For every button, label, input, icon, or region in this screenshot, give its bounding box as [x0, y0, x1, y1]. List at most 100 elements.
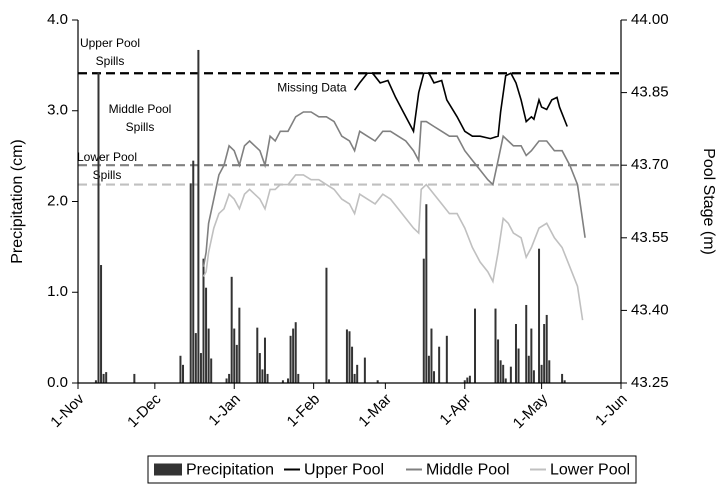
bar	[494, 308, 497, 383]
bar	[525, 304, 528, 383]
bar	[527, 355, 530, 383]
bar	[266, 373, 269, 383]
bar	[100, 265, 103, 383]
bar	[281, 380, 284, 383]
bar	[182, 364, 185, 383]
y2-axis-label: Pool Stage (m)	[700, 148, 717, 255]
bar	[197, 49, 200, 383]
y2-tick-label: 43.85	[631, 84, 669, 101]
bar	[328, 379, 331, 383]
bar	[225, 378, 228, 383]
y2-tick-label: 43.55	[631, 229, 669, 246]
reference-label: Spills	[96, 54, 125, 68]
bar	[514, 324, 517, 383]
bar	[199, 353, 202, 383]
reference-label: Lower Pool	[77, 150, 137, 164]
line	[202, 111, 586, 267]
bar	[258, 353, 261, 383]
bar	[97, 72, 100, 383]
bar	[351, 346, 354, 383]
bar	[263, 337, 266, 383]
bar	[289, 335, 292, 383]
bar	[474, 308, 477, 383]
bar	[194, 333, 197, 383]
reference-label: Spills	[126, 120, 155, 134]
legend-box	[147, 455, 637, 484]
bar	[530, 328, 533, 383]
y2-tick-label: 43.40	[631, 301, 669, 318]
bar	[356, 364, 359, 383]
bar	[94, 380, 97, 383]
bar	[433, 371, 436, 383]
bar	[504, 378, 507, 383]
x-tick-label: 1-Feb	[284, 391, 324, 431]
bar	[353, 373, 356, 383]
line	[353, 72, 568, 140]
bar	[102, 373, 105, 383]
bar	[345, 329, 348, 383]
y2-tick-label: 43.70	[631, 156, 669, 173]
bar	[466, 377, 469, 383]
bar	[517, 348, 520, 383]
bar	[445, 335, 448, 383]
bar	[499, 360, 502, 383]
reference-label: Spills	[93, 168, 122, 182]
bar	[297, 373, 300, 383]
bar	[202, 258, 205, 383]
bar	[235, 344, 238, 383]
legend-label: Precipitation	[186, 462, 274, 479]
bar	[238, 307, 241, 383]
bar	[189, 183, 192, 383]
y-tick-label: 3.0	[47, 102, 68, 119]
bar	[292, 328, 295, 383]
y-tick-label: 2.0	[47, 192, 68, 209]
bar	[538, 248, 541, 383]
legend-label: Upper Pool	[304, 462, 384, 479]
x-tick-label: 1-Dec	[124, 390, 165, 431]
x-tick-label: 1-Nov	[47, 390, 88, 431]
legend-label: Middle Pool	[426, 462, 510, 479]
bar	[430, 328, 433, 383]
y-axis-label: Precipitation (cm)	[9, 139, 26, 263]
y-tick-label: 1.0	[47, 283, 68, 300]
bar	[376, 380, 379, 383]
bar	[256, 327, 259, 383]
bar	[363, 357, 366, 383]
annotation: Missing Data	[277, 80, 347, 94]
legend-swatch	[154, 463, 182, 476]
bar	[261, 369, 264, 383]
line	[202, 174, 584, 321]
bar	[427, 355, 430, 383]
x-tick-label: 1-Jan	[205, 391, 244, 430]
bar	[502, 364, 505, 383]
bar	[497, 339, 500, 383]
y-tick-label: 4.0	[47, 11, 68, 28]
y2-tick-label: 44.00	[631, 11, 669, 28]
x-tick-label: 1-May	[510, 390, 552, 432]
bar	[230, 276, 233, 383]
bar	[463, 380, 466, 383]
bar	[233, 328, 236, 383]
bar	[105, 372, 108, 383]
bar	[348, 331, 351, 383]
bar	[133, 373, 136, 383]
x-tick-label: 1-Mar	[355, 391, 395, 431]
bar	[438, 346, 441, 383]
bar	[543, 324, 546, 383]
x-tick-label: 1-Jun	[592, 391, 631, 430]
y-tick-label: 0.0	[47, 374, 68, 391]
bar	[468, 375, 471, 383]
bar	[545, 314, 548, 383]
y2-tick-label: 43.25	[631, 374, 669, 391]
bar	[561, 373, 564, 383]
bar	[548, 360, 551, 383]
bar	[540, 364, 543, 383]
x-tick-label: 1-Apr	[436, 391, 474, 429]
bar	[228, 373, 231, 383]
bar	[287, 378, 290, 383]
legend-label: Lower Pool	[550, 462, 630, 479]
bar	[205, 287, 208, 383]
bar	[294, 322, 297, 383]
reference-label: Upper Pool	[80, 36, 140, 50]
